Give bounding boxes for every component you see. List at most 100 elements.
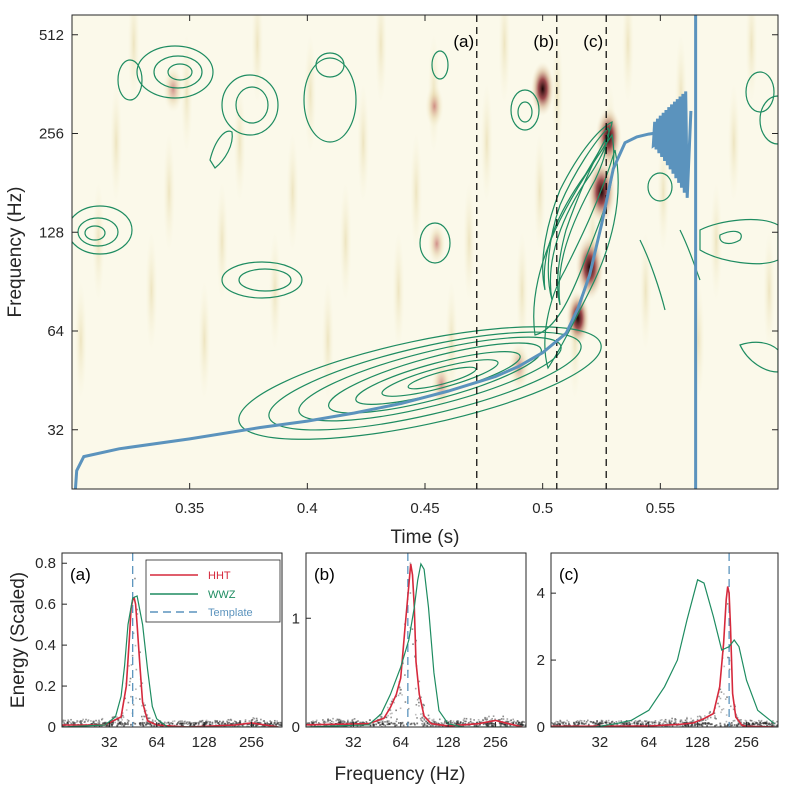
scatter-point <box>728 668 731 671</box>
scatter-point <box>585 720 588 723</box>
scatter-point <box>644 720 646 722</box>
heatmap-streak <box>710 181 723 302</box>
scatter-point <box>386 723 388 726</box>
contour <box>268 331 582 431</box>
scatter-point <box>562 723 564 726</box>
contour <box>221 261 303 299</box>
scatter-point <box>410 722 413 725</box>
scatter-point <box>729 724 732 727</box>
scatter-point <box>327 718 329 721</box>
scatter-point <box>670 720 673 722</box>
scatter-point <box>332 721 335 723</box>
scatter-point <box>181 722 184 725</box>
scatter-point <box>82 718 84 721</box>
scatter-point <box>248 720 251 722</box>
scatter-point <box>506 720 509 723</box>
panel-b: 32 64 128 256 0 1 (b) <box>292 552 527 751</box>
scatter-point <box>674 721 677 723</box>
scatter-point <box>148 717 151 719</box>
scatter-point <box>685 721 688 724</box>
scatter-point <box>221 721 224 724</box>
scatter-point <box>393 722 396 725</box>
scatter-point <box>651 722 654 724</box>
scatter-point <box>67 719 70 721</box>
scatter-point <box>380 717 382 720</box>
scatter-point <box>406 723 408 725</box>
scatter-point <box>385 716 388 719</box>
scatter-point <box>428 723 431 726</box>
scatter-point <box>121 723 124 725</box>
scatter-point <box>469 721 472 723</box>
scatter-point <box>176 723 179 726</box>
scatter-point <box>706 724 709 727</box>
scatter-point <box>766 724 768 727</box>
scatter-point <box>132 703 135 706</box>
scatter-point <box>450 719 452 722</box>
scatter-point <box>112 721 114 724</box>
scatter-point <box>696 715 699 718</box>
scatter-point <box>560 721 563 724</box>
scatter-point <box>504 724 507 727</box>
scatter-point <box>766 720 768 723</box>
main-y-ticks: 32 64 128 256 512 <box>39 27 778 439</box>
scatter-point <box>589 720 592 723</box>
scatter-point <box>234 723 237 725</box>
scatter-point <box>487 723 490 726</box>
contour <box>238 268 292 292</box>
scatter-point <box>264 722 267 725</box>
scatter-point <box>84 720 86 723</box>
scatter-point <box>183 720 186 723</box>
scatter-point <box>427 718 430 720</box>
scatter-point <box>637 720 640 723</box>
heatmap-streak <box>374 15 387 104</box>
scatter-point <box>387 723 389 726</box>
scatter-point <box>92 722 95 724</box>
scatter-point <box>275 723 278 725</box>
scatter-point <box>668 722 671 725</box>
scatter-point <box>395 720 398 723</box>
scatter-point <box>418 697 420 700</box>
scatter-point <box>124 722 126 724</box>
scatter-point <box>557 722 560 725</box>
scatter-point <box>144 723 147 726</box>
scatter-point <box>645 722 648 725</box>
scatter-point <box>177 722 179 724</box>
scatter-point <box>555 720 558 723</box>
scatter-point <box>416 722 419 725</box>
y-tick-label: 256 <box>39 126 64 143</box>
scatter-point <box>745 724 747 727</box>
scatter-point <box>744 719 747 722</box>
scatter-point <box>342 720 344 722</box>
scatter-point <box>109 723 112 726</box>
heatmap-streak <box>621 15 634 104</box>
scatter-point <box>97 721 99 724</box>
scatter-point <box>426 722 429 724</box>
scatter-point <box>423 719 426 721</box>
scatter-point <box>491 717 494 720</box>
scatter-point <box>377 722 380 724</box>
scatter-point <box>123 724 125 727</box>
scatter-point <box>153 724 155 727</box>
heatmap-streak <box>410 132 423 253</box>
scatter-point <box>506 720 509 723</box>
scatter-point <box>719 722 722 725</box>
scatter-point <box>486 724 489 727</box>
wwz-contours <box>72 45 778 440</box>
scatter-point <box>451 721 454 724</box>
scatter-point <box>449 720 452 723</box>
scatter-point <box>482 719 484 722</box>
scatter-point <box>641 722 644 725</box>
scatter-point <box>420 696 423 699</box>
scatter-point <box>576 720 579 722</box>
scatter-point <box>134 722 137 725</box>
scatter-point <box>523 721 525 723</box>
y-tick-label: 0.8 <box>35 555 56 572</box>
heatmap-hot-spot <box>162 65 184 113</box>
scatter-point <box>126 721 129 724</box>
heatmap-streak <box>268 230 281 351</box>
scatter-point <box>598 723 601 726</box>
scatter-point <box>628 723 630 726</box>
scatter-point <box>337 719 339 722</box>
scatter-point <box>601 720 603 723</box>
scatter-point <box>665 721 667 723</box>
